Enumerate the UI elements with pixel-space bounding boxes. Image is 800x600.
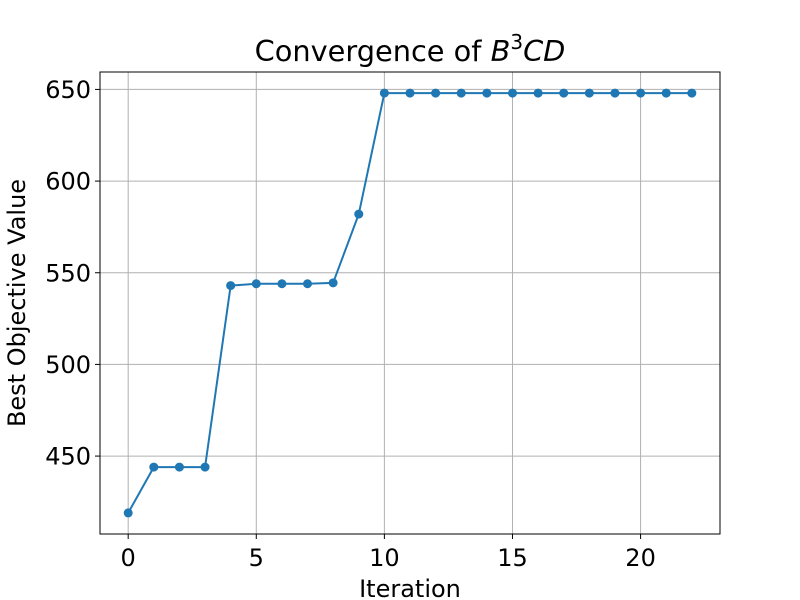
data-point (277, 279, 287, 289)
tick-labels: 0 5 10 15 20 450 500 550 600 650 (45, 76, 656, 572)
data-point (482, 88, 492, 98)
chart-title-prefix: Convergence of (255, 34, 491, 68)
chart-title: Convergence of B3CD (255, 30, 566, 68)
data-point (251, 279, 261, 289)
data-point (123, 508, 133, 518)
data-point (431, 88, 441, 98)
y-tick-label: 650 (45, 76, 91, 104)
data-point (559, 88, 569, 98)
data-point (149, 462, 159, 472)
y-tick-label: 600 (45, 168, 91, 196)
data-point (533, 88, 543, 98)
data-point (200, 462, 210, 472)
x-axis-label: Iteration (359, 575, 461, 600)
y-tick-label: 450 (45, 443, 91, 471)
chart-title-base: B (491, 34, 511, 68)
data-point (379, 88, 389, 98)
chart-title-superscript: 3 (510, 30, 523, 54)
series-line (127, 92, 692, 514)
data-point (456, 88, 466, 98)
x-tick-label: 5 (249, 544, 264, 572)
x-tick-label: 15 (497, 544, 528, 572)
x-tick-label: 20 (625, 544, 656, 572)
chart-title-suffix: CD (523, 34, 565, 68)
data-point (354, 209, 364, 219)
series-line-path (127, 92, 692, 514)
data-point (226, 281, 236, 291)
data-point (174, 462, 184, 472)
data-point (328, 278, 338, 288)
data-point (405, 88, 415, 98)
grid (100, 72, 720, 534)
data-point (584, 88, 594, 98)
data-point (610, 88, 620, 98)
y-axis-label: Best Objective Value (3, 179, 31, 427)
data-points (123, 88, 697, 518)
data-point (687, 88, 697, 98)
y-tick-label: 550 (45, 259, 91, 287)
plot-frame (99, 71, 721, 535)
data-point (636, 88, 646, 98)
axis-ticks (95, 88, 642, 539)
data-point (303, 279, 313, 289)
x-tick-label: 10 (369, 544, 400, 572)
y-tick-label: 500 (45, 351, 91, 379)
data-point (507, 88, 517, 98)
data-point (661, 88, 671, 98)
x-tick-label: 0 (121, 544, 136, 572)
